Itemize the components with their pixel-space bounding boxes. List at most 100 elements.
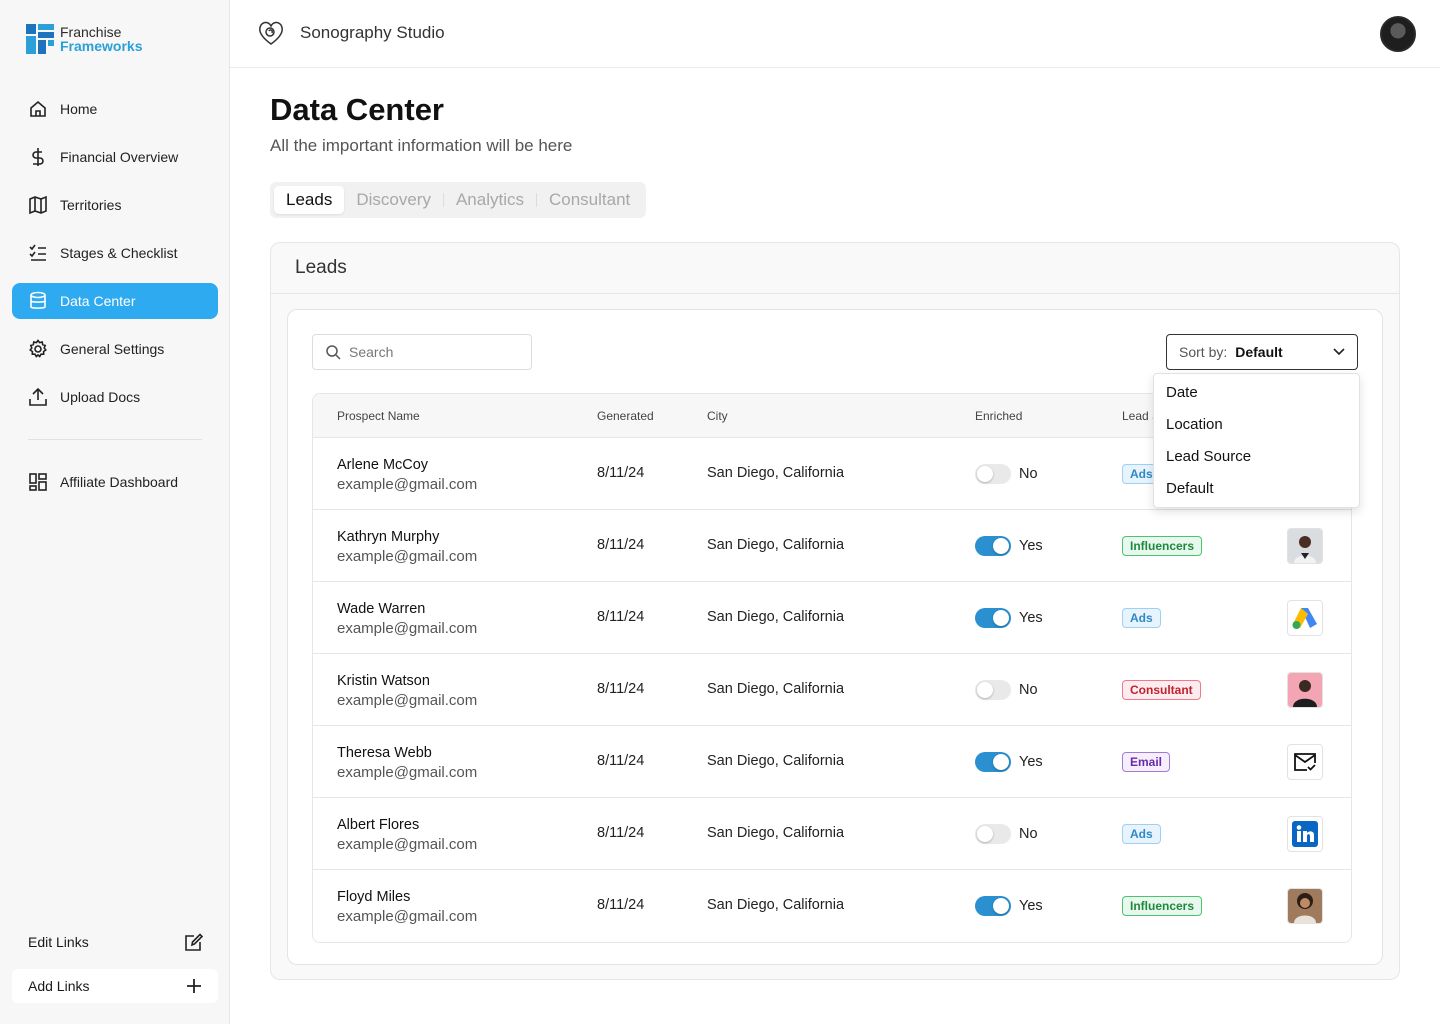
sort-dropdown[interactable]: Sort by: Default [1166, 334, 1358, 370]
generated-date: 8/11/24 [597, 465, 645, 481]
google-ads-icon[interactable] [1287, 600, 1323, 636]
lead-source-badge: Consultant [1122, 680, 1201, 700]
tab-discovery[interactable]: Discovery [356, 190, 431, 209]
home-icon [30, 100, 46, 117]
sort-value: Default [1235, 344, 1283, 360]
prospect-email: example@gmail.com [337, 692, 478, 709]
generated-date: 8/11/24 [597, 753, 645, 769]
sidebar-item-affiliate-dashboard[interactable]: Affiliate Dashboard [12, 464, 218, 500]
sidebar-nav: Home Financial Overview Territories Stag… [12, 91, 218, 427]
panel-divider [271, 293, 1399, 294]
sidebar-item-general-settings[interactable]: General Settings [12, 331, 218, 367]
affiliate-section: Affiliate Dashboard [12, 464, 218, 512]
search-box [312, 334, 532, 370]
prospect-name: Theresa Webb [337, 745, 432, 761]
linkedin-icon[interactable] [1287, 816, 1323, 852]
enriched-label: Yes [1019, 538, 1043, 554]
lead-source-badge: Ads [1122, 824, 1161, 844]
mail-check-icon[interactable] [1287, 744, 1323, 780]
enriched-toggle[interactable] [975, 752, 1011, 772]
table-row[interactable]: Kathryn Murphy example@gmail.com 8/11/24 … [313, 510, 1351, 582]
col-city[interactable]: City [707, 409, 728, 423]
sort-option-date[interactable]: Date [1166, 384, 1198, 401]
prospect-name: Wade Warren [337, 601, 426, 617]
sidebar-item-label: Home [60, 101, 98, 117]
sidebar-item-territories[interactable]: Territories [12, 187, 218, 223]
generated-date: 8/11/24 [597, 609, 645, 625]
dashboard-icon [29, 473, 47, 491]
enriched-toggle[interactable] [975, 680, 1011, 700]
dollar-icon [32, 148, 44, 166]
upload-icon [29, 387, 47, 406]
sidebar-item-label: Data Center [60, 293, 136, 309]
sort-option-default[interactable]: Default [1166, 480, 1214, 497]
enriched-toggle[interactable] [975, 608, 1011, 628]
sort-option-location[interactable]: Location [1166, 416, 1223, 433]
enriched-toggle[interactable] [975, 824, 1011, 844]
col-enriched[interactable]: Enriched [975, 409, 1023, 423]
enriched-toggle[interactable] [975, 536, 1011, 556]
edit-icon [185, 933, 204, 951]
table-row[interactable]: Wade Warren example@gmail.com 8/11/24 San… [313, 582, 1351, 654]
checklist-icon [29, 244, 46, 261]
sidebar-item-label: Stages & Checklist [60, 245, 178, 261]
tab-analytics[interactable]: Analytics [455, 190, 524, 209]
enriched-label: Yes [1019, 610, 1043, 626]
person-photo-icon[interactable] [1287, 528, 1323, 564]
tab-leads[interactable]: Leads [274, 186, 345, 214]
sidebar-item-home[interactable]: Home [12, 91, 218, 127]
brand-logo[interactable]: Franchise Frameworks [26, 24, 142, 54]
influencer-photo-icon[interactable] [1287, 888, 1323, 924]
studio-switcher[interactable]: Sonography Studio [256, 18, 445, 48]
prospect-email: example@gmail.com [337, 908, 478, 925]
sort-label: Sort by: [1179, 344, 1228, 360]
table-row[interactable]: Albert Flores example@gmail.com 8/11/24 S… [313, 798, 1351, 870]
sidebar-item-label: Financial Overview [60, 149, 179, 165]
table-row[interactable]: Kristin Watson example@gmail.com 8/11/24 … [313, 654, 1351, 726]
sidebar-item-upload-docs[interactable]: Upload Docs [12, 379, 218, 415]
enriched-label: No [1019, 466, 1038, 482]
edit-links-label: Edit Links [28, 934, 89, 950]
enriched-toggle[interactable] [975, 896, 1011, 916]
enriched-toggle[interactable] [975, 464, 1011, 484]
table-row[interactable]: Theresa Webb example@gmail.com 8/11/24 Sa… [313, 726, 1351, 798]
city: San Diego, California [707, 825, 845, 841]
tab-consultant[interactable]: Consultant [548, 190, 631, 209]
page-subtitle: All the important information will be he… [270, 136, 573, 155]
user-avatar[interactable] [1380, 16, 1416, 52]
sort-option-lead-source[interactable]: Lead Source [1166, 448, 1252, 465]
city: San Diego, California [707, 681, 845, 697]
col-prospect-name[interactable]: Prospect Name [337, 409, 420, 423]
brand-line1: Franchise [60, 24, 122, 40]
sidebar: Franchise Frameworks Home Financial Over… [0, 0, 230, 1024]
col-lead-source[interactable]: Lead S [1122, 409, 1161, 423]
lead-source-badge: Ads [1122, 464, 1161, 484]
prospect-email: example@gmail.com [337, 548, 478, 565]
edit-links-button[interactable]: Edit Links [12, 924, 218, 960]
top-bar: Sonography Studio [230, 0, 1440, 68]
sidebar-item-label: Upload Docs [60, 389, 141, 405]
sort-options-menu: Date Location Lead Source Default [1153, 373, 1360, 508]
tab-divider [442, 193, 444, 207]
enriched-label: No [1019, 682, 1038, 698]
prospect-email: example@gmail.com [337, 836, 478, 853]
consultant-photo-icon[interactable] [1287, 672, 1323, 708]
prospect-name: Floyd Miles [337, 889, 411, 905]
city: San Diego, California [707, 897, 845, 913]
studio-name: Sonography Studio [300, 23, 445, 42]
sidebar-item-data-center[interactable]: Data Center [12, 283, 218, 319]
sidebar-item-financial-overview[interactable]: Financial Overview [12, 139, 218, 175]
enriched-label: No [1019, 826, 1038, 842]
panel-title: Leads [295, 257, 347, 278]
table-row[interactable]: Arlene McCoy example@gmail.com 8/11/24 Sa… [313, 438, 1351, 510]
page-title: Data Center [270, 92, 444, 127]
enriched-label: Yes [1019, 754, 1043, 770]
table-row[interactable]: Floyd Miles example@gmail.com 8/11/24 San… [313, 870, 1351, 942]
chevron-down-icon [1333, 348, 1345, 356]
col-generated[interactable]: Generated [597, 409, 654, 423]
add-links-button[interactable]: Add Links [12, 969, 218, 1003]
search-input[interactable] [349, 344, 519, 360]
generated-date: 8/11/24 [597, 681, 645, 697]
sidebar-item-stages-checklist[interactable]: Stages & Checklist [12, 235, 218, 271]
heart-logo-icon [259, 21, 283, 45]
